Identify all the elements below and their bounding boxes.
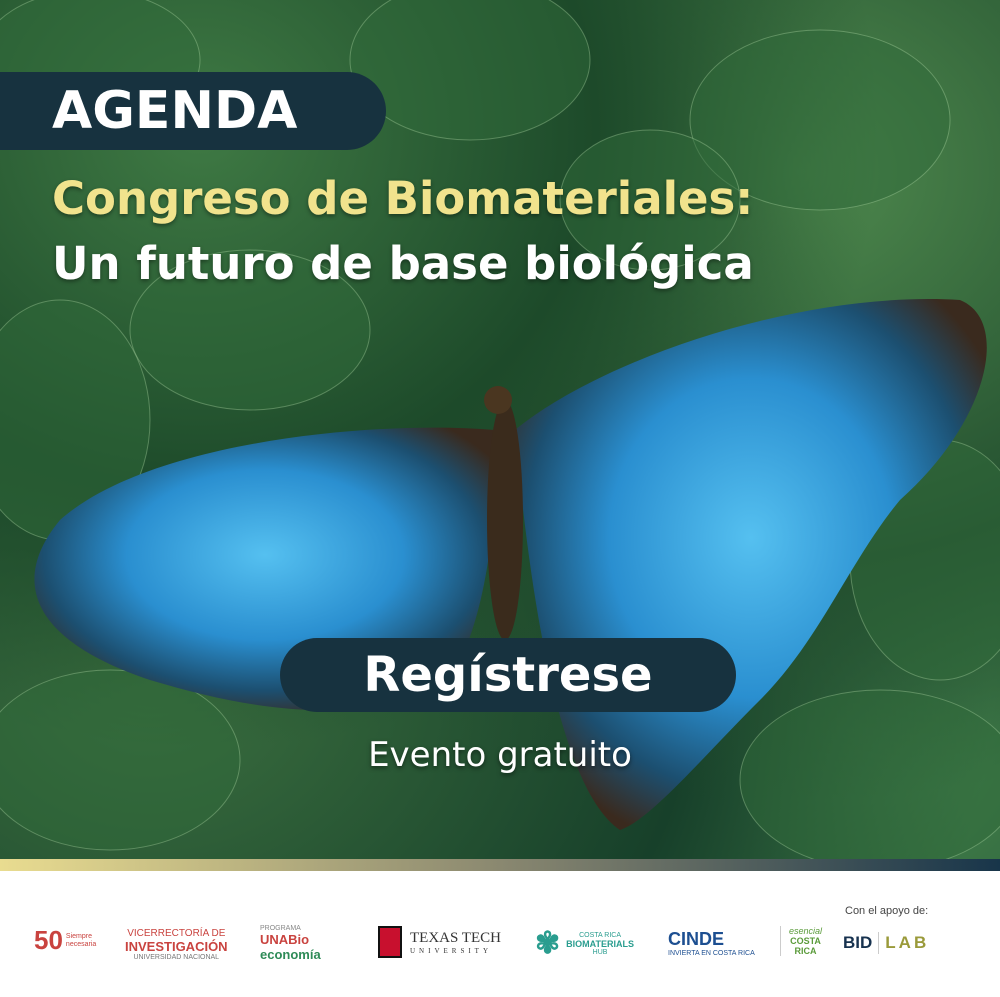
logo-text: UNIVERSIDAD NACIONAL <box>133 954 220 961</box>
bid-lab-logo: BID LAB <box>843 932 929 954</box>
double-t-icon <box>378 926 402 958</box>
logo-text: 50 <box>34 925 63 955</box>
logo-text: UNIVERSITY <box>410 946 492 955</box>
logo-text: RICA <box>794 946 817 956</box>
biomaterials-hub-logo: ✾ COSTA RICA BIOMATERIALS HUB <box>535 926 634 961</box>
leaves-butterfly-illustration <box>0 0 1000 859</box>
logo-text: COSTA <box>790 936 821 946</box>
logo-text: economía <box>260 947 321 962</box>
logo-text: PROGRAMA <box>260 925 301 932</box>
logo-text: BIOMATERIALS <box>566 938 634 949</box>
logo-text: LAB <box>885 933 930 952</box>
hero-image: AGENDA Congreso de Biomateriales: Un fut… <box>0 0 1000 859</box>
una-50-logo: 50 Siempre necesaria <box>34 925 104 956</box>
logo-text: INVIERTA EN COSTA RICA <box>668 950 755 957</box>
unabioeconomia-logo: PROGRAMA UNABio economía <box>260 925 321 962</box>
logo-text: VICERRECTORÍA DE <box>127 928 226 939</box>
support-label: Con el apoyo de: <box>845 905 929 917</box>
free-event-label: Evento gratuito <box>368 735 632 775</box>
register-button[interactable]: Regístrese <box>280 638 736 712</box>
esencial-costa-rica-logo: esencial COSTA RICA <box>780 926 822 956</box>
gradient-divider <box>0 859 1000 871</box>
vicerrectoria-logo: VICERRECTORÍA DE INVESTIGACIÓN UNIVERSID… <box>125 928 228 961</box>
logo-text: INVESTIGACIÓN <box>125 939 228 954</box>
cinde-logo: CINDE INVIERTA EN COSTA RICA <box>668 929 755 957</box>
agenda-badge: AGENDA <box>0 72 386 150</box>
logo-text: Siempre necesaria <box>65 932 97 948</box>
logo-text: UNABio <box>260 932 310 947</box>
event-title-line1: Congreso de Biomateriales: <box>52 172 754 225</box>
logo-text: CINDE <box>668 929 725 949</box>
logo-text: BID <box>843 933 873 952</box>
logo-text: HUB <box>592 948 608 956</box>
logo-text: esencial <box>789 926 823 936</box>
logo-text: TEXAS TECH <box>410 929 501 946</box>
texas-tech-logo: TEXAS TECH UNIVERSITY <box>378 926 501 958</box>
logo-text: COSTA RICA <box>579 931 621 939</box>
butterfly-icon: ✾ <box>535 927 561 960</box>
event-title-line2: Un futuro de base biológica <box>52 237 754 290</box>
